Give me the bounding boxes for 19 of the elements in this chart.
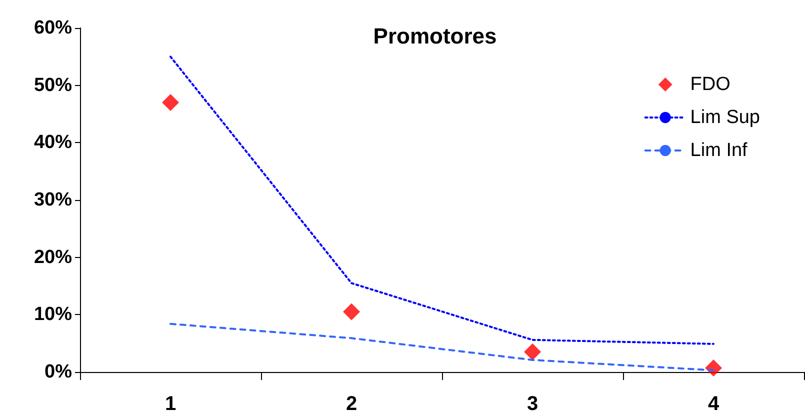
point	[343, 303, 360, 320]
y-tick-label: 20%	[34, 246, 72, 268]
y-tick-label: 0%	[44, 362, 72, 382]
y-tick-label: 10%	[34, 304, 72, 326]
y-tick-label: 60%	[34, 18, 72, 38]
x-tick-label: 1	[164, 393, 176, 415]
y-tick-label: 40%	[34, 132, 72, 154]
y-tick-label: 30%	[34, 190, 72, 210]
point	[705, 359, 722, 376]
x-tick-label: 4	[708, 393, 720, 415]
x-tick-label: 3	[526, 393, 538, 415]
legend-label: Lim Inf	[690, 140, 748, 161]
legend-label: Lim Sup	[690, 107, 760, 128]
legend-label: FDO	[690, 74, 730, 95]
chart-title: Promotores	[373, 24, 497, 48]
x-tick-label: 2	[346, 393, 358, 415]
y-tick-label: 50%	[34, 74, 72, 96]
point	[524, 343, 541, 360]
point	[162, 94, 179, 112]
